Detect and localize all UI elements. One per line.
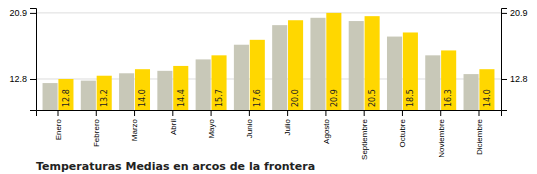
- tick-mark: [501, 79, 507, 80]
- data-label: 20.5: [368, 89, 377, 107]
- data-label: 17.6: [253, 89, 262, 107]
- tick-mark: [58, 110, 59, 116]
- series: [43, 18, 479, 110]
- bar: [326, 13, 341, 110]
- tick-label: 12.8: [9, 74, 27, 84]
- tick-mark: [249, 110, 250, 116]
- bar: [43, 83, 58, 110]
- tick-mark: [364, 110, 365, 116]
- tick-mark: [478, 110, 479, 116]
- bar: [479, 69, 494, 110]
- tick-mark: [30, 13, 36, 14]
- y-axis: 12.8 20.9: [9, 8, 36, 110]
- bar: [403, 32, 418, 110]
- data-label: 14.0: [138, 89, 147, 107]
- tick: 12.8: [501, 74, 528, 84]
- bar: [387, 37, 402, 110]
- tick: 20.9: [501, 8, 528, 18]
- bar: [157, 71, 172, 110]
- bar: [97, 76, 112, 110]
- bar: [272, 25, 287, 110]
- tick-mark: [211, 110, 212, 116]
- data-label: 12.8: [62, 89, 71, 107]
- tick: Enero: [54, 110, 63, 140]
- bar: [173, 66, 188, 110]
- tick-mark: [134, 110, 135, 116]
- tick-label: Agosto: [322, 118, 331, 143]
- bar: [310, 18, 325, 110]
- tick-label: Octubre: [398, 118, 407, 147]
- tick-mark: [30, 79, 36, 80]
- tick: Septiembre: [360, 110, 369, 160]
- tick-mark: [172, 110, 173, 116]
- bar: [58, 79, 73, 110]
- data-label: 20.9: [330, 89, 339, 107]
- grid-line: [36, 12, 501, 13]
- data-label: 16.3: [444, 89, 453, 107]
- axis-line: [30, 9, 37, 111]
- data-labels: 12.8 13.2 14.0 14.4 15.7 17.6 20.0 20.9 20.5 18.5…: [62, 89, 492, 107]
- tick: Junio: [245, 110, 254, 138]
- tick-mark: [440, 110, 441, 116]
- tick-label: Junio: [245, 118, 254, 138]
- tick-label: Diciembre: [475, 118, 484, 155]
- tick: Agosto: [322, 110, 331, 144]
- bar: [250, 40, 265, 110]
- bar: [288, 20, 303, 110]
- tick-label: 12.8: [510, 74, 528, 84]
- tick: Marzo: [130, 110, 139, 141]
- data-label: 13.2: [100, 89, 109, 107]
- data-label: 14.4: [177, 89, 186, 107]
- tick-label: Noviembre: [437, 118, 446, 157]
- bar: [365, 16, 380, 110]
- tick-label: Marzo: [130, 118, 139, 141]
- tick-mark: [402, 110, 403, 116]
- bar: [425, 55, 440, 110]
- data-label: 18.5: [406, 89, 415, 107]
- tick-label: Mayo: [207, 118, 216, 138]
- bar: [196, 59, 211, 110]
- bar: [135, 69, 150, 110]
- tick-label: Septiembre: [360, 118, 369, 159]
- data-label: 20.0: [291, 89, 300, 107]
- tick-label: 20.9: [9, 8, 27, 18]
- tick-label: Julio: [283, 118, 292, 135]
- tick: Octubre: [398, 110, 407, 147]
- tick: Febrero: [92, 110, 101, 147]
- tick-mark: [501, 13, 507, 14]
- tick-label: Abril: [169, 119, 178, 135]
- tick-label: 20.9: [510, 8, 528, 18]
- tick: 12.8: [9, 74, 36, 84]
- data-label: 14.0: [483, 89, 492, 107]
- bar: [441, 50, 456, 110]
- tick: Abril: [169, 110, 178, 135]
- tick: Mayo: [207, 110, 216, 139]
- series: [58, 13, 494, 110]
- tick-mark: [287, 110, 288, 116]
- bar: [81, 81, 96, 110]
- tick-mark: [96, 110, 97, 116]
- title: Temperaturas Medias en arcos de la front…: [36, 160, 315, 173]
- bars: [43, 13, 495, 110]
- chart: 12.8 13.2 14.0 14.4 15.7 17.6 20.0 20.9 20.5 18.5…: [0, 0, 537, 174]
- tick-label: Febrero: [92, 118, 101, 147]
- tick: 20.9: [9, 8, 36, 18]
- tick: Julio: [283, 110, 292, 135]
- tick-label: Enero: [54, 118, 63, 140]
- x-axis: Enero Febrero Marzo Abril Mayo Junio Julio Agos…: [37, 110, 502, 160]
- bar: [349, 21, 364, 110]
- tick: Diciembre: [475, 110, 484, 155]
- axis-line: [502, 9, 508, 111]
- tick: Noviembre: [437, 110, 446, 158]
- bar: [211, 55, 226, 110]
- data-label: 15.7: [215, 89, 224, 107]
- axis-line: [37, 111, 502, 117]
- bar: [464, 74, 479, 110]
- bar: [119, 73, 134, 110]
- tick-mark: [325, 110, 326, 116]
- bar: [234, 45, 249, 110]
- y2-axis: 12.8 20.9: [501, 8, 528, 110]
- plot: 12.8 13.2 14.0 14.4 15.7 17.6 20.0 20.9 20.5 18.5…: [9, 8, 527, 160]
